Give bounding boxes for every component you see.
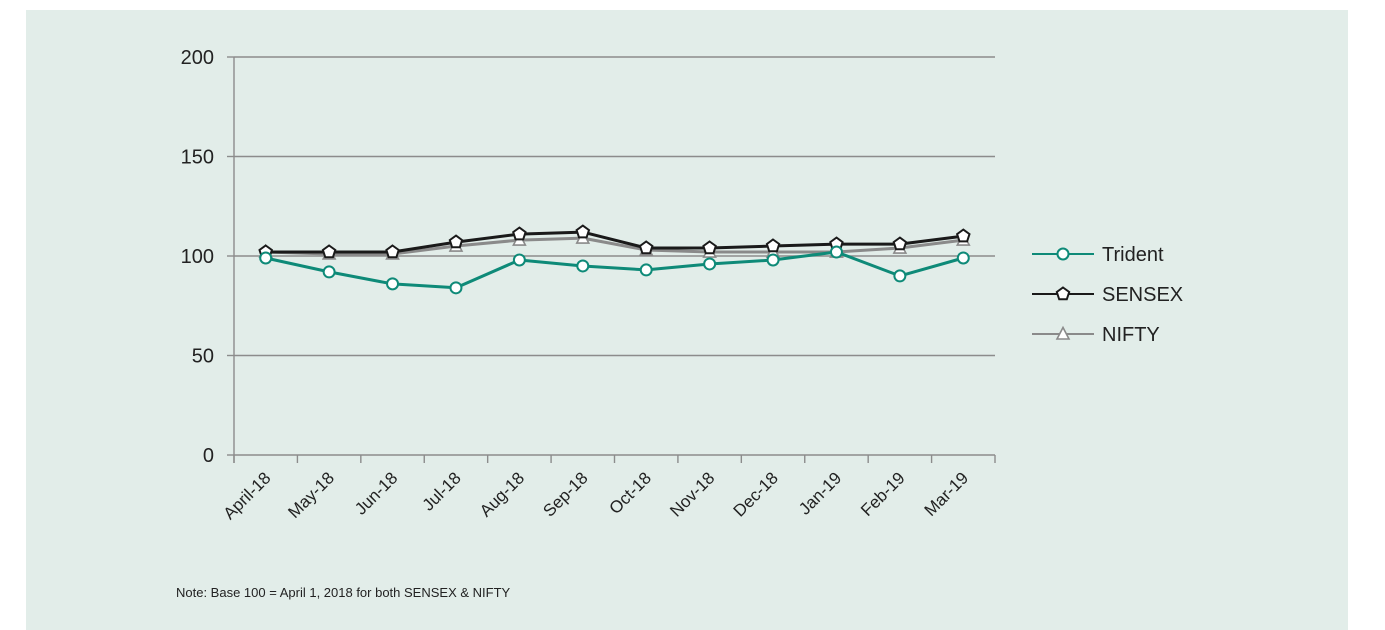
- legend-label-trident: Trident: [1102, 244, 1164, 266]
- chart-panel: [26, 10, 1348, 630]
- trident-point: [386, 277, 400, 291]
- legend-label-sensex: SENSEX: [1102, 284, 1183, 306]
- x-tick-label: Oct-18: [606, 468, 656, 518]
- legend-marker-sensex: [1055, 286, 1071, 301]
- x-tick-label: Jan-19: [795, 468, 845, 518]
- sensex-point: [512, 226, 527, 241]
- sensex-series-line: [265, 230, 964, 254]
- trident-point: [766, 253, 780, 267]
- x-tick-label: Jul-18: [419, 468, 465, 514]
- nifty-series-line: [265, 236, 964, 256]
- sensex-point: [702, 240, 717, 255]
- chart-note: Note: Base 100 = April 1, 2018 for both …: [176, 585, 511, 600]
- trident-point: [639, 263, 653, 277]
- x-tick-label: Sep-18: [539, 468, 591, 520]
- sensex-point: [575, 224, 591, 239]
- sensex-point: [955, 228, 971, 243]
- sensex-point: [448, 234, 464, 249]
- y-tick-label: 100: [181, 246, 214, 268]
- trident-point: [449, 281, 463, 295]
- trident-point: [322, 265, 336, 279]
- y-tick-label: 0: [203, 445, 214, 467]
- x-tick-label: May-18: [284, 468, 338, 522]
- trident-point: [956, 251, 970, 265]
- legend-marker-trident: [1056, 247, 1070, 261]
- y-tick-label: 200: [181, 47, 214, 69]
- trident-point: [512, 253, 526, 267]
- trident-series-line: [265, 250, 964, 290]
- sensex-point: [892, 236, 908, 251]
- trident-point: [893, 269, 907, 283]
- x-tick-label: Mar-19: [921, 468, 973, 520]
- x-tick-label: Dec-18: [730, 468, 782, 520]
- x-tick-label: Jun-18: [351, 468, 401, 518]
- y-tick-label: 50: [192, 346, 214, 368]
- sensex-point: [321, 244, 337, 259]
- trident-point: [829, 245, 843, 259]
- trident-point: [576, 259, 590, 273]
- sensex-point: [765, 238, 781, 253]
- x-tick-label: Feb-19: [857, 468, 909, 520]
- sensex-point: [638, 240, 654, 255]
- trident-point: [259, 251, 273, 265]
- x-tick-label: Aug-18: [476, 468, 528, 520]
- y-tick-label: 150: [181, 147, 214, 169]
- legend-label-nifty: NIFTY: [1102, 324, 1160, 346]
- x-tick-label: Nov-18: [666, 468, 718, 520]
- legend-marker-nifty: [1055, 325, 1071, 340]
- x-tick-label: April-18: [220, 468, 275, 523]
- sensex-point: [385, 244, 400, 259]
- trident-point: [703, 257, 717, 271]
